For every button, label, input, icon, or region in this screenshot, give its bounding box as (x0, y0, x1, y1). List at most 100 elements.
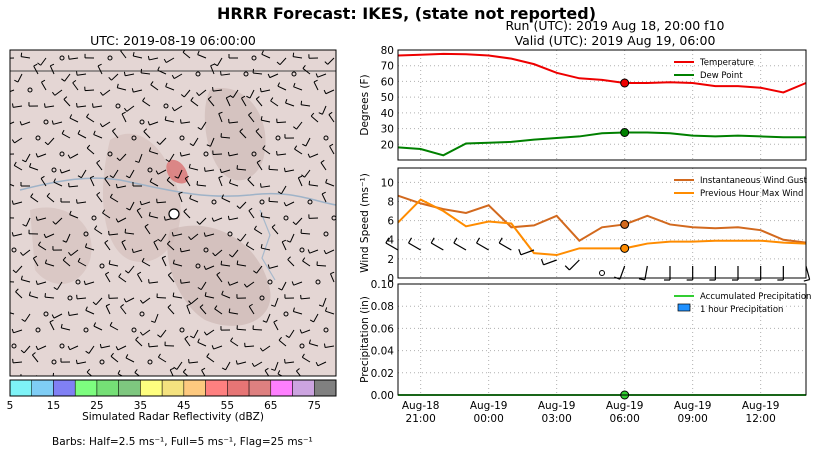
wind-barb (264, 370, 270, 376)
wind-barb-flag (318, 112, 323, 115)
wind-barb-flag (218, 175, 223, 179)
wind-barb (33, 65, 39, 75)
wind-barb-flag (40, 175, 45, 179)
wind-barb (117, 217, 127, 223)
wind-barb-flag (156, 141, 161, 145)
wind-barb (165, 57, 175, 63)
wind-barb-flag (267, 264, 270, 269)
wind-barb-flag (109, 321, 113, 326)
calm-wind-marker (67, 295, 73, 301)
wind-barb-flag (171, 74, 175, 79)
panel-frame (397, 49, 807, 161)
series-line (397, 198, 807, 257)
wind-barb-flag (221, 194, 224, 199)
wind-barb-flag (188, 300, 192, 305)
wind-barb-flag (239, 128, 244, 132)
wind-barb-flag (96, 159, 101, 164)
wind-barb-flag (33, 63, 38, 67)
wind-barb (231, 249, 239, 258)
wind-barb (174, 73, 183, 80)
wind-barb-flag (286, 240, 291, 243)
wind-barb (236, 168, 247, 171)
wind-barb (205, 295, 215, 299)
wind-barb-flag (287, 256, 291, 260)
wind-barb (498, 242, 512, 251)
wind-barb (302, 260, 311, 267)
wind-barb (197, 341, 207, 347)
wind-barb (37, 345, 47, 351)
wind-barb (221, 294, 231, 299)
wind-barb (149, 121, 159, 126)
wind-barb-flag (298, 175, 303, 179)
calm-wind-marker (251, 55, 257, 61)
wind-barb-flag (255, 96, 260, 100)
wind-barb (302, 356, 311, 363)
wind-barb (385, 242, 399, 251)
wind-barb (317, 73, 327, 78)
wind-barb-flag (61, 78, 65, 82)
wind-barb (54, 89, 63, 96)
wind-barb (221, 73, 231, 76)
wind-barb-flag (259, 347, 264, 352)
wind-barb-flag (115, 218, 119, 223)
wind-barb (93, 134, 103, 139)
y-tick-label: 60 (381, 76, 394, 88)
current-time-marker (620, 128, 630, 137)
wind-barb-flag (157, 334, 161, 338)
wind-barb-flag (308, 339, 311, 344)
wind-barb (199, 217, 207, 225)
wind-barb-flag (163, 58, 167, 63)
wind-barb-flag (230, 337, 234, 342)
colorbar-segment (53, 379, 76, 397)
wind-barb-flag (329, 143, 334, 147)
wind-barb-flag (59, 169, 62, 174)
wind-barb-flag (300, 100, 303, 105)
wind-barb-flag (241, 95, 246, 99)
y-tick-label: 50 (381, 92, 394, 104)
colorbar-tick-label: 35 (134, 400, 147, 412)
calm-wind-marker (131, 135, 137, 141)
wind-barb-flag (165, 159, 170, 163)
wind-barb-flag (11, 232, 14, 237)
wind-barb (161, 257, 167, 267)
wind-barb (269, 73, 279, 79)
wind-barb (293, 311, 303, 315)
wind-barb (97, 65, 103, 75)
wind-barb-flag (328, 111, 333, 115)
calm-wind-marker (91, 215, 97, 221)
wind-barb-flag (273, 319, 278, 323)
wind-barb (44, 296, 55, 299)
y-tick-label: 0 (387, 273, 394, 285)
wind-barb-flag (150, 320, 156, 323)
calm-wind-marker (99, 263, 105, 269)
wind-barb (84, 89, 95, 92)
wind-barb-flag (28, 291, 31, 296)
wind-barb (309, 153, 319, 158)
wind-barb (248, 114, 255, 123)
wind-barb (45, 233, 55, 239)
reflectivity-colorbar: 5 15 25 35 45 55 65 75 (7, 379, 337, 412)
wind-barb (316, 264, 327, 267)
wind-barb (196, 184, 207, 187)
wind-barb (246, 244, 255, 251)
wind-barb (252, 328, 263, 331)
wind-barb (241, 97, 247, 107)
colorbar-segment (205, 379, 228, 397)
wind-barb (206, 356, 215, 363)
wind-barb-flag (85, 306, 88, 311)
wind-barb (133, 89, 143, 93)
wind-barb-flag (171, 232, 174, 237)
wind-barb-flag (188, 236, 192, 240)
wind-barb (160, 233, 167, 242)
wind-barb-flag (62, 240, 67, 243)
wind-barb (198, 89, 207, 97)
wind-barb-flag (302, 64, 306, 69)
wind-barb (181, 153, 191, 157)
wind-barb (156, 201, 167, 204)
wind-barb-flag (180, 279, 182, 284)
wind-barb-flag (11, 328, 14, 333)
wind-barb (300, 297, 311, 300)
wind-barb (309, 184, 319, 187)
wind-barb-flag (61, 129, 65, 134)
x-tick-label: 09:00 (678, 413, 708, 425)
